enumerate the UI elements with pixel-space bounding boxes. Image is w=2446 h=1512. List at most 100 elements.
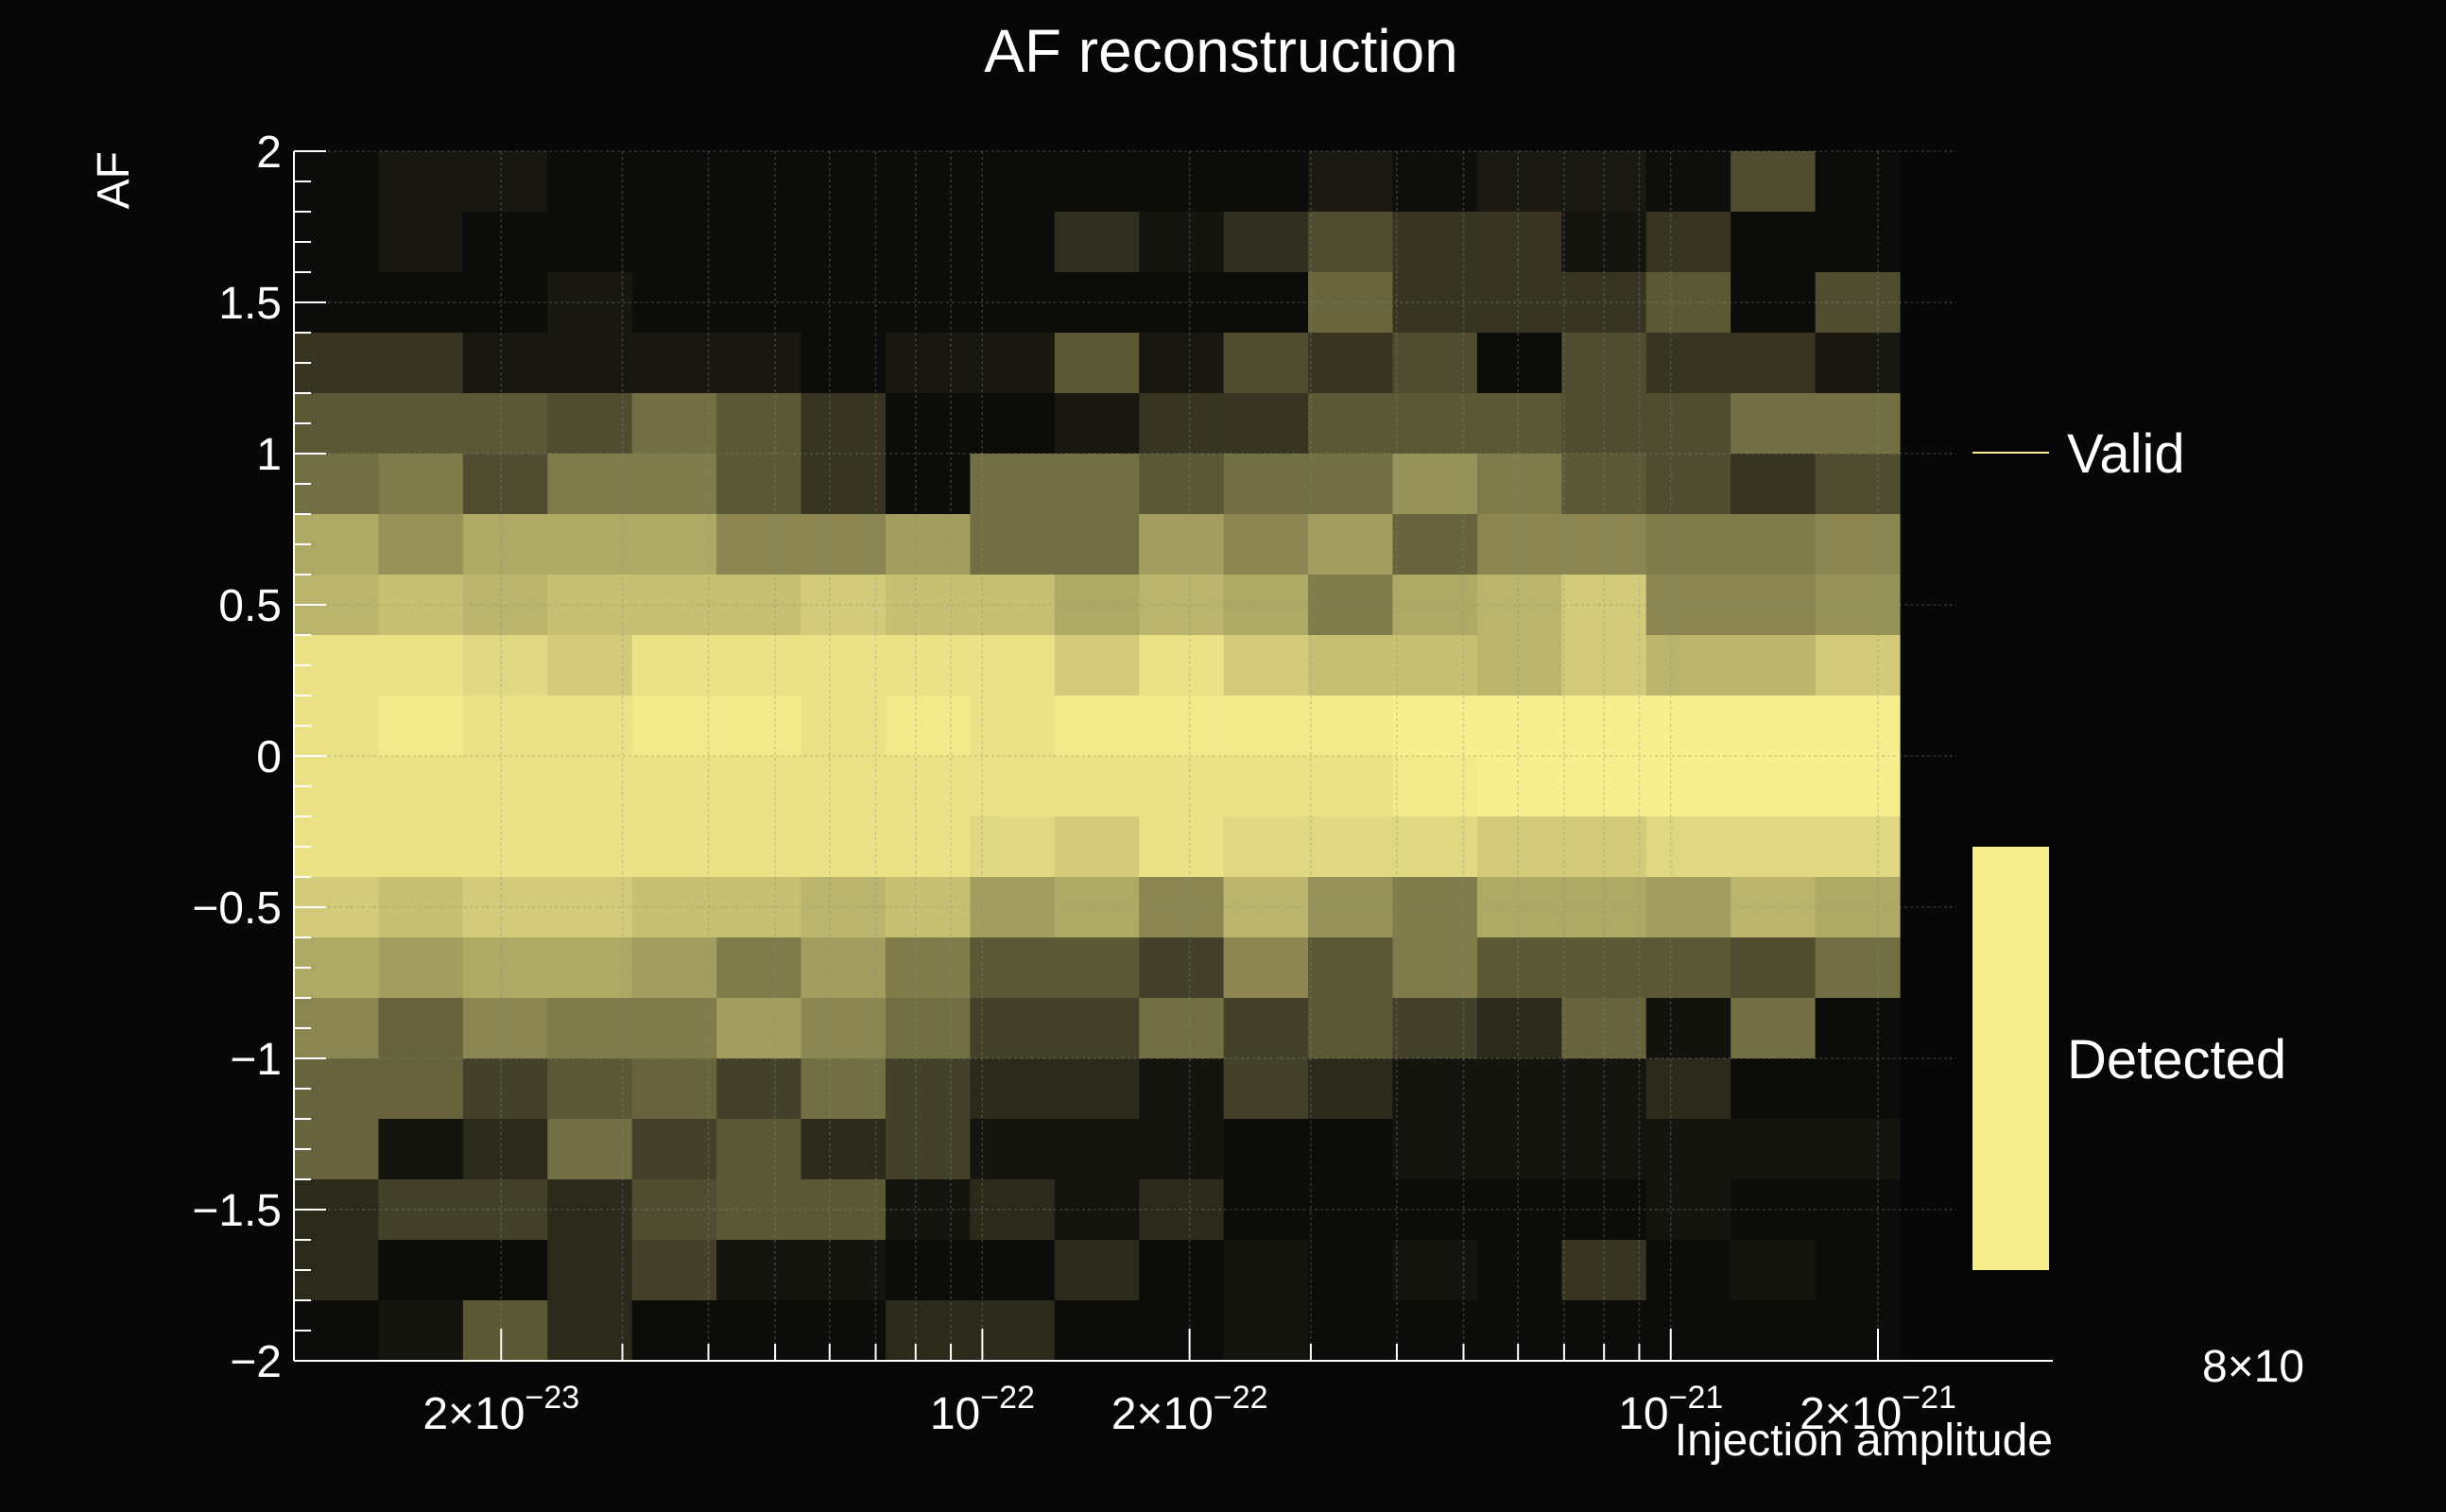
heatmap-cell	[885, 696, 971, 757]
heatmap-cell	[462, 696, 548, 757]
heatmap-cell	[1392, 756, 1478, 817]
heatmap-cell	[1815, 1240, 1901, 1301]
heatmap-cell	[1815, 151, 1901, 213]
heatmap-cell	[1392, 212, 1478, 273]
heatmap-cell	[1815, 937, 1901, 999]
heatmap-cell	[547, 454, 633, 515]
heatmap-cell	[1731, 1240, 1817, 1301]
heatmap-cell	[1223, 1300, 1309, 1362]
heatmap-cell	[1139, 514, 1225, 576]
heatmap-cell	[1223, 454, 1309, 515]
heatmap-cell	[716, 514, 802, 576]
heatmap-cell	[1308, 393, 1394, 455]
x-tick-label: 10−21	[1618, 1380, 1723, 1439]
heatmap-cell	[378, 454, 464, 515]
heatmap-cell	[970, 635, 1056, 696]
heatmap-cell	[801, 816, 887, 878]
heatmap-cell	[970, 333, 1056, 394]
heatmap-cell	[631, 272, 717, 334]
heatmap-cell	[378, 514, 464, 576]
heatmap-cell	[1561, 1240, 1647, 1301]
heatmap-cell	[716, 1119, 802, 1180]
heatmap-cell	[716, 333, 802, 394]
heatmap-cell	[378, 1119, 464, 1180]
heatmap-cell	[1223, 1179, 1309, 1241]
heatmap-cell	[1476, 454, 1562, 515]
heatmap-cell	[801, 756, 887, 817]
heatmap-cell	[970, 696, 1056, 757]
heatmap-cell	[716, 454, 802, 515]
y-tick-label: 2	[256, 128, 282, 178]
heatmap-cell	[885, 272, 971, 334]
heatmap-cell	[970, 1058, 1056, 1120]
heatmap-cell	[462, 816, 548, 878]
heatmap-cell	[716, 756, 802, 817]
heatmap-cell	[1054, 937, 1140, 999]
heatmap-cell	[1645, 151, 1731, 213]
heatmap-cell	[1392, 393, 1478, 455]
heatmap-cell	[378, 696, 464, 757]
heatmap-cell	[1561, 212, 1647, 273]
heatmap-cell	[1139, 1179, 1225, 1241]
heatmap-cell	[970, 998, 1056, 1059]
heatmap-cell	[1392, 937, 1478, 999]
heatmap-cell	[1054, 756, 1140, 817]
heatmap-cell	[1223, 333, 1309, 394]
heatmap-cell	[462, 272, 548, 334]
heatmap-cell	[1308, 151, 1394, 213]
heatmap-cell	[1308, 1058, 1394, 1120]
heatmap-cell	[1731, 877, 1817, 938]
heatmap-cell	[801, 333, 887, 394]
heatmap-cell	[462, 1300, 548, 1362]
heatmap-cell	[1731, 514, 1817, 576]
heatmap-cell	[1645, 1179, 1731, 1241]
heatmap-cell	[462, 393, 548, 455]
heatmap-cell	[1815, 393, 1901, 455]
heatmap-cell	[1223, 1119, 1309, 1180]
heatmap-cell	[547, 1119, 633, 1180]
heatmap-cell	[547, 393, 633, 455]
heatmap-cell	[801, 151, 887, 213]
heatmap-cell	[801, 1300, 887, 1362]
chart-title: AF reconstruction	[984, 17, 1458, 85]
heatmap-cell	[1392, 1058, 1478, 1120]
x-tick-label: 2×10−23	[422, 1380, 579, 1439]
heatmap-cell	[1308, 1300, 1394, 1362]
heatmap-cell	[1476, 272, 1562, 334]
heatmap-cell	[462, 998, 548, 1059]
heatmap-cell	[462, 333, 548, 394]
y-tick-label: −0.5	[192, 884, 282, 934]
heatmap-cell	[631, 816, 717, 878]
heatmap-cell	[1223, 1240, 1309, 1301]
heatmap-cell	[631, 1179, 717, 1241]
heatmap-cell	[1731, 212, 1817, 273]
heatmap-cell	[716, 937, 802, 999]
heatmap-cell	[716, 1240, 802, 1301]
heatmap-cell	[1476, 514, 1562, 576]
heatmap-cell	[1731, 333, 1817, 394]
heatmap-cell	[970, 272, 1056, 334]
heatmap-cell	[1476, 816, 1562, 878]
heatmap-cell	[1476, 151, 1562, 213]
heatmap-cell	[462, 514, 548, 576]
heatmap-cell	[801, 1058, 887, 1120]
heatmap-cell	[1815, 575, 1901, 636]
heatmap-cell	[801, 1240, 887, 1301]
heatmap-cell	[462, 575, 548, 636]
heatmap-cell	[1561, 333, 1647, 394]
heatmap-cell	[1139, 1119, 1225, 1180]
heatmap-cell	[1223, 514, 1309, 576]
heatmap-cell	[885, 816, 971, 878]
heatmap-cell	[1139, 998, 1225, 1059]
heatmap-cell	[1815, 333, 1901, 394]
heatmap-cell	[1731, 454, 1817, 515]
heatmap-cell	[1054, 1240, 1140, 1301]
heatmap-cell	[547, 514, 633, 576]
heatmap-cell	[1731, 696, 1817, 757]
heatmap-cell	[1054, 393, 1140, 455]
heatmap-cell	[1815, 998, 1901, 1059]
heatmap-cell	[1308, 696, 1394, 757]
heatmap-cell	[1476, 1179, 1562, 1241]
heatmap-cell	[1054, 514, 1140, 576]
heatmap-cell	[885, 393, 971, 455]
